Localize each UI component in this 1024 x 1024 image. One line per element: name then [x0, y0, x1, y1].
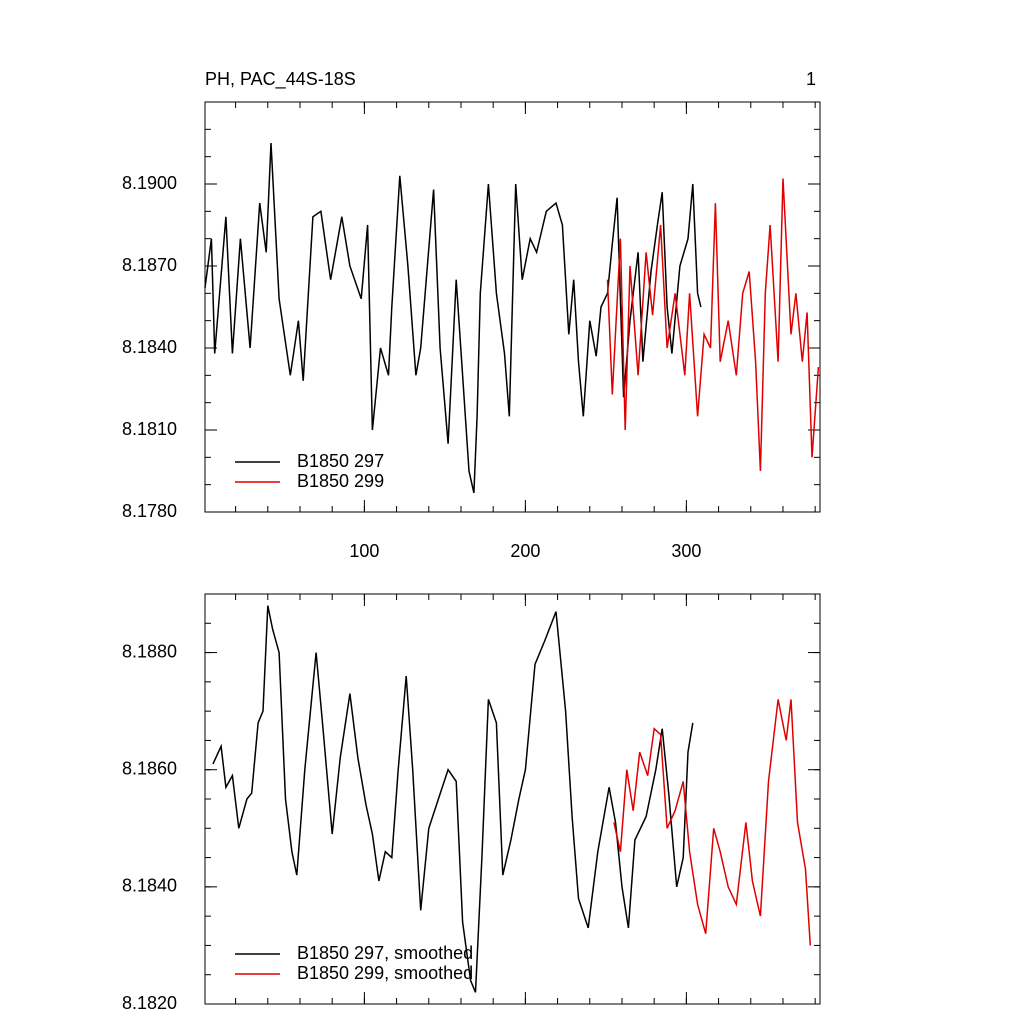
- corner-label: 1: [806, 69, 816, 89]
- legend-label: B1850 297, smoothed: [297, 943, 473, 963]
- y-tick-label: 8.1860: [122, 758, 177, 778]
- legend-label: B1850 299: [297, 471, 384, 491]
- x-tick-label: 100: [349, 541, 379, 561]
- y-tick-label: 8.1870: [122, 255, 177, 275]
- y-tick-label: 8.1880: [122, 641, 177, 661]
- series-line: [613, 699, 812, 946]
- series-line: [212, 605, 694, 993]
- plot-frame: [204, 101, 821, 513]
- y-tick-label: 8.1820: [122, 993, 177, 1013]
- series-line: [204, 142, 702, 494]
- legend-label: B1850 297: [297, 451, 384, 471]
- series-line: [606, 178, 820, 472]
- x-tick-label: 300: [671, 541, 701, 561]
- chart-title: PH, PAC_44S-18S: [205, 69, 356, 90]
- legend-label: B1850 299, smoothed: [297, 963, 473, 983]
- y-tick-label: 8.1840: [122, 876, 177, 896]
- y-tick-label: 8.1840: [122, 337, 177, 357]
- x-tick-label: 200: [510, 541, 540, 561]
- y-tick-label: 8.1810: [122, 419, 177, 439]
- y-tick-label: 8.1780: [122, 501, 177, 521]
- y-tick-label: 8.1900: [122, 173, 177, 193]
